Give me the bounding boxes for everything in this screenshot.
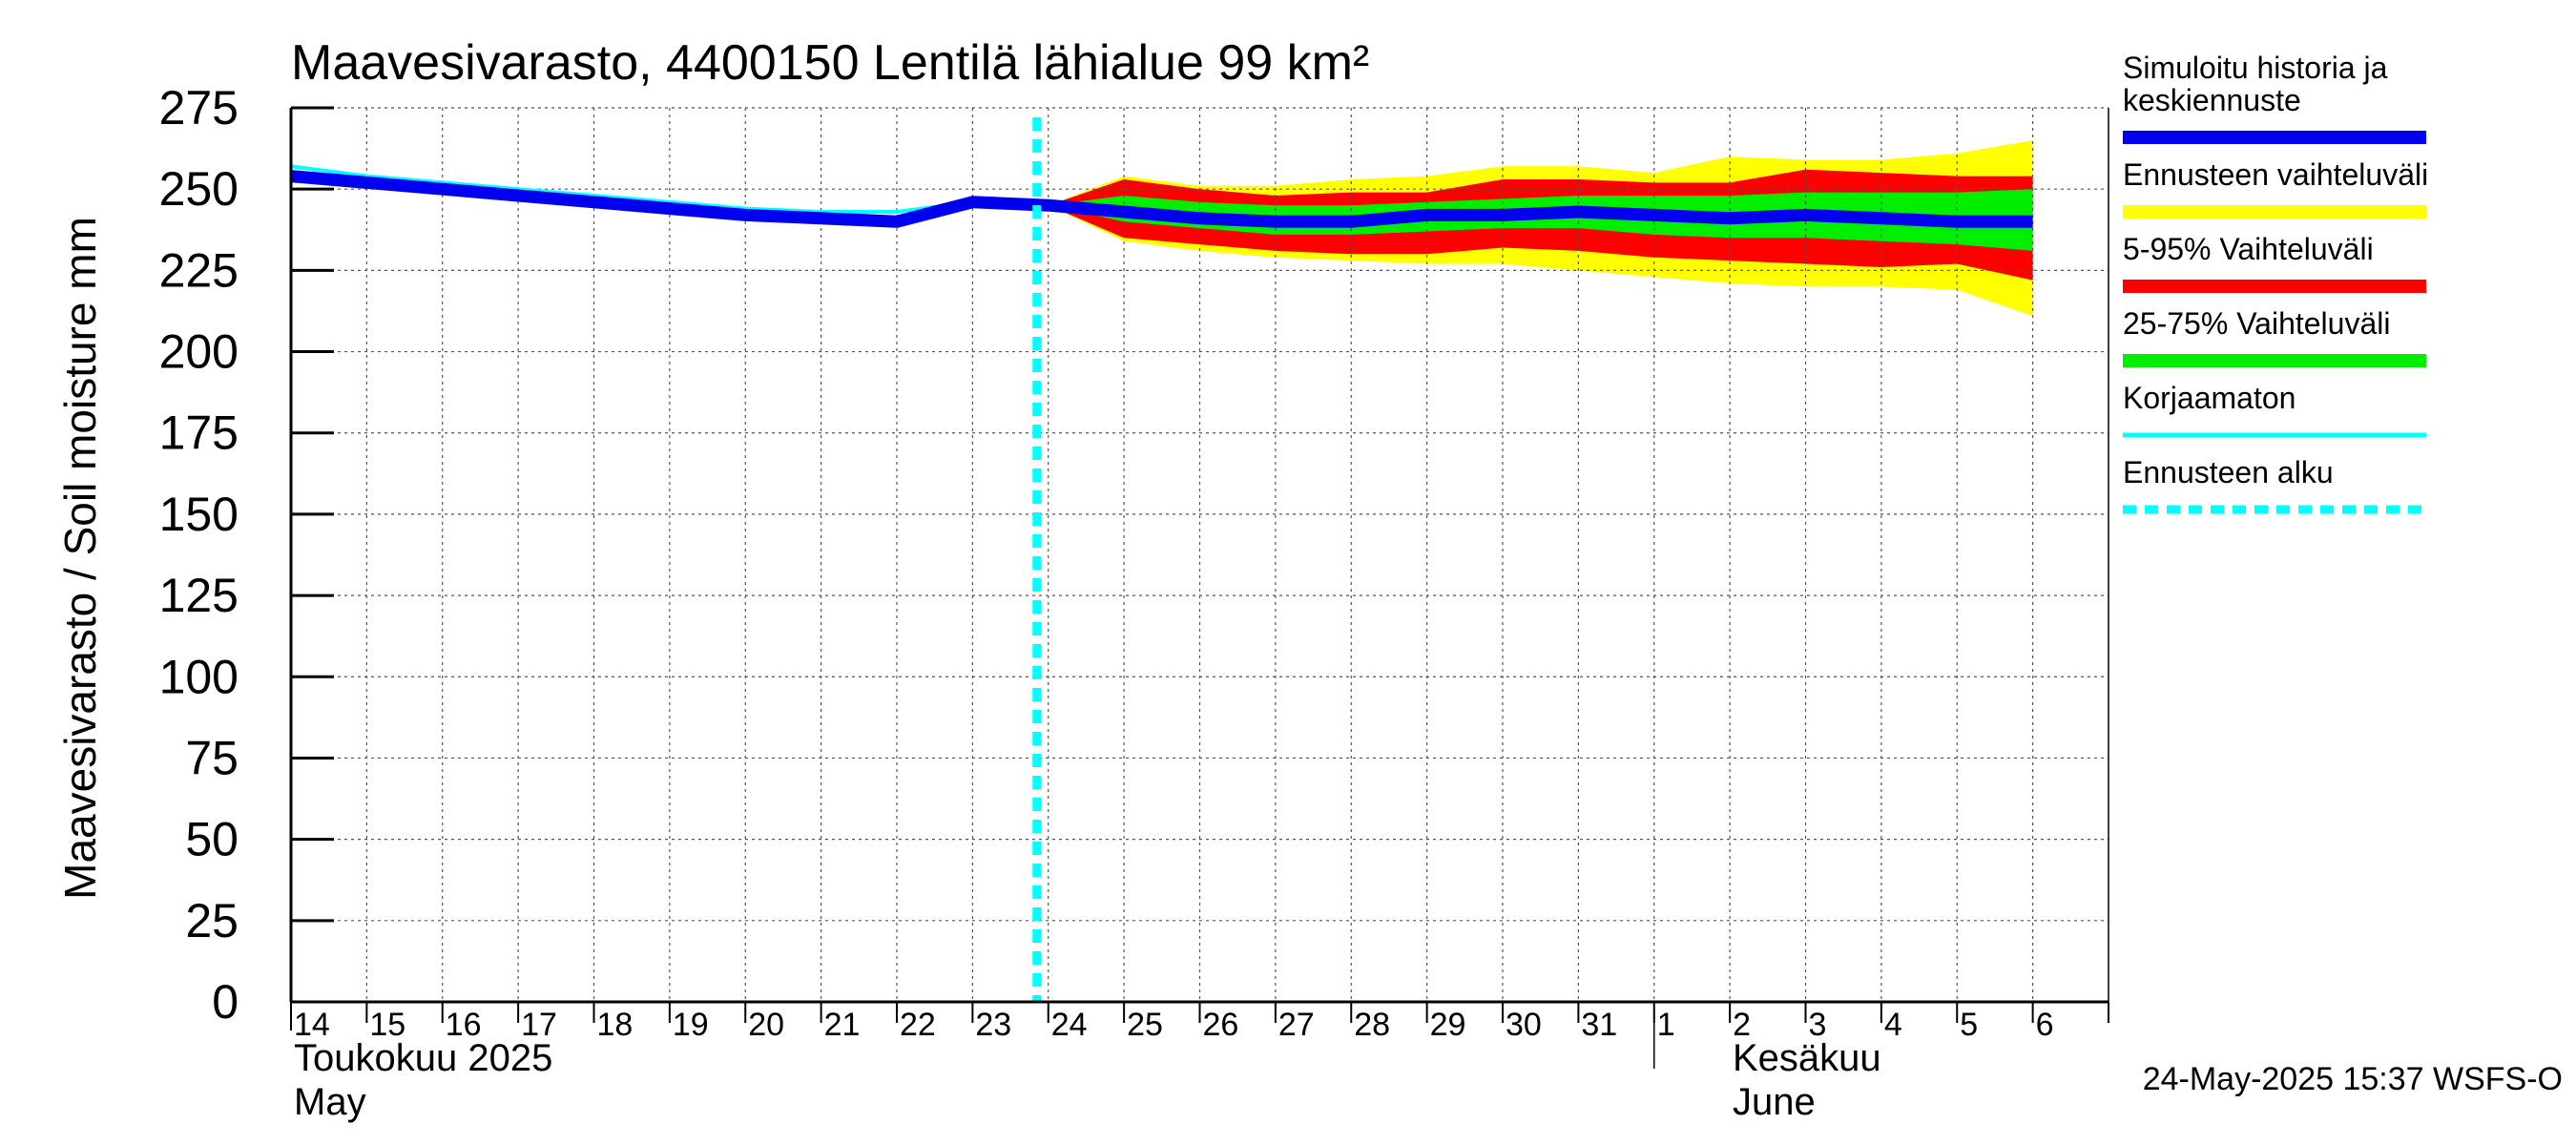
series-lines bbox=[290, 117, 2033, 1002]
x-tick-label-1: 15 bbox=[369, 1007, 405, 1043]
x-tick-label-20: 3 bbox=[1809, 1007, 1827, 1043]
x-tick-label-14: 28 bbox=[1354, 1007, 1390, 1043]
x-tick-labels: 14 15 16 17 18 19 20 21 22 23 24 25 26 27 28 29 30 31 1 2 3 4… bbox=[294, 1007, 2054, 1043]
x-tick-label-18: 1 bbox=[1657, 1007, 1675, 1043]
chart-title: Maavesivarasto, 4400150 Lentilä lähialue… bbox=[291, 35, 1369, 91]
x-tick-label-0: 14 bbox=[294, 1007, 330, 1043]
x-tick-label-4: 18 bbox=[597, 1007, 634, 1043]
y-tick-label-125: 125 bbox=[159, 569, 239, 622]
y-tick-labels: 0 25 50 75 100 125 150 175 200 225 250 275 bbox=[159, 81, 239, 1029]
x-tick-label-19: 2 bbox=[1733, 1007, 1751, 1043]
x-tick-label-16: 30 bbox=[1506, 1007, 1542, 1043]
y-tick-label-200: 200 bbox=[159, 325, 239, 379]
y-axis-label: Maavesivarasto / Soil moisture mm bbox=[55, 217, 105, 900]
x-tick-label-8: 22 bbox=[900, 1007, 936, 1043]
y-tick-label-0: 0 bbox=[212, 975, 239, 1029]
y-tick-label-75: 75 bbox=[185, 731, 239, 784]
series-line-2 bbox=[290, 170, 2033, 228]
y-tick-label-100: 100 bbox=[159, 650, 239, 703]
series-line-1 bbox=[290, 164, 1049, 214]
x-tick-label-23: 6 bbox=[2036, 1007, 2054, 1043]
legend-label-1-b: keskiennuste bbox=[2123, 83, 2301, 117]
legend-label-4: 25-75% Vaihteluväli bbox=[2123, 306, 2390, 341]
month-label-en-june: June bbox=[1733, 1081, 1816, 1123]
legend-label-6: Ennusteen alku bbox=[2123, 455, 2334, 489]
x-tick-label-13: 27 bbox=[1278, 1007, 1315, 1043]
month-label-fi-may: Toukokuu 2025 bbox=[294, 1037, 552, 1079]
x-tick-label-2: 16 bbox=[446, 1007, 482, 1043]
y-tick-label-275: 275 bbox=[159, 81, 239, 135]
forecast-bands bbox=[1048, 140, 2033, 317]
month-label-fi-june: Kesäkuu bbox=[1733, 1037, 1881, 1079]
x-tick-label-10: 24 bbox=[1051, 1007, 1088, 1043]
legend-label-3: 5-95% Vaihteluväli bbox=[2123, 232, 2374, 266]
y-tick-label-25: 25 bbox=[185, 894, 239, 947]
legend-label-5: Korjaamaton bbox=[2123, 381, 2296, 415]
axes bbox=[289, 106, 2109, 1069]
x-tick-label-5: 19 bbox=[673, 1007, 709, 1043]
y-tick-label-225: 225 bbox=[159, 243, 239, 297]
y-tick-label-175: 175 bbox=[159, 406, 239, 460]
x-tick-label-3: 17 bbox=[521, 1007, 557, 1043]
x-tick-label-7: 21 bbox=[824, 1007, 861, 1043]
x-tick-label-17: 31 bbox=[1581, 1007, 1617, 1043]
grid bbox=[291, 107, 2109, 1002]
x-tick-label-15: 29 bbox=[1430, 1007, 1466, 1043]
y-tick-label-250: 250 bbox=[159, 162, 239, 216]
timestamp-footer: 24-May-2025 15:37 WSFS-O bbox=[2143, 1061, 2563, 1097]
x-tick-label-21: 4 bbox=[1884, 1007, 1902, 1043]
x-tick-label-6: 20 bbox=[748, 1007, 784, 1043]
x-tick-label-22: 5 bbox=[1960, 1007, 1978, 1043]
y-tick-label-50: 50 bbox=[185, 813, 239, 866]
x-tick-label-11: 25 bbox=[1127, 1007, 1163, 1043]
month-label-en-may: May bbox=[294, 1081, 366, 1123]
legend-label-2: Ennusteen vaihteluväli bbox=[2123, 157, 2428, 192]
x-tick-label-12: 26 bbox=[1203, 1007, 1239, 1043]
y-tick-label-150: 150 bbox=[159, 488, 239, 541]
legend-label-1: Simuloitu historia ja bbox=[2123, 51, 2388, 85]
x-tick-label-9: 23 bbox=[975, 1007, 1011, 1043]
band-3 bbox=[1048, 189, 2033, 251]
